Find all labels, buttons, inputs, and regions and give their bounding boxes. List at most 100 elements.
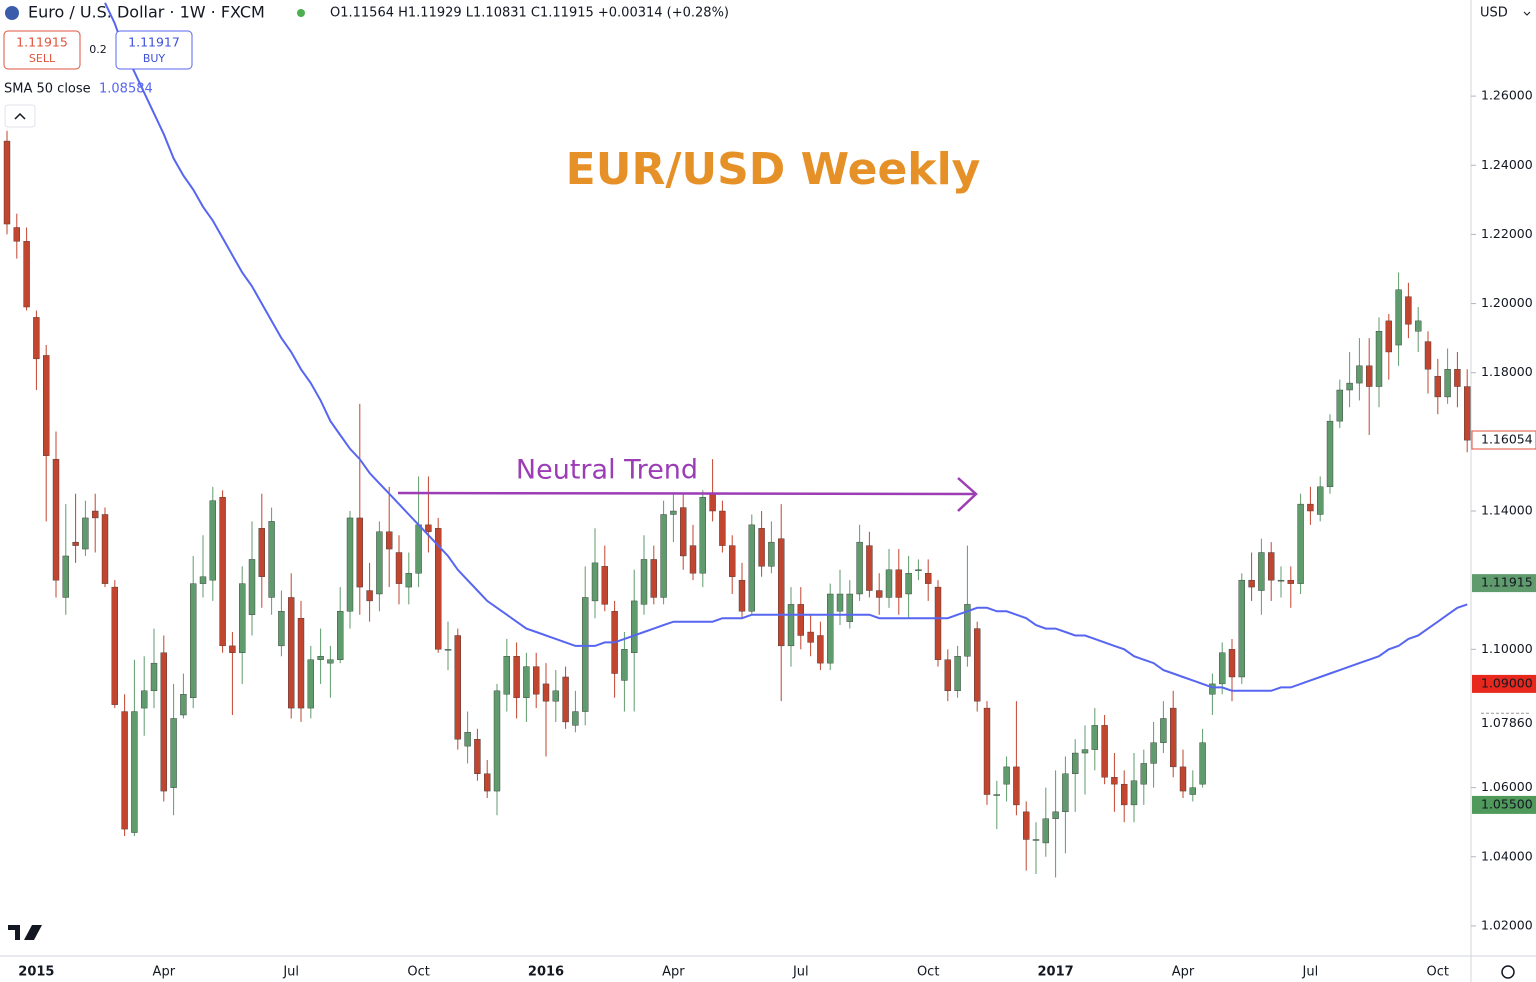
candle-body	[846, 593, 853, 622]
candle-body	[738, 579, 746, 612]
settings-icon[interactable]	[1501, 965, 1515, 979]
sell-button[interactable]	[3, 30, 81, 70]
candle-body	[219, 496, 226, 647]
x-tick-label: Oct	[407, 965, 429, 980]
candle-body	[591, 562, 599, 602]
candle-body	[366, 590, 373, 602]
candle-body	[23, 241, 30, 308]
candle-body	[484, 773, 491, 792]
buy-price: 1.11917	[128, 35, 180, 50]
candle-body	[82, 517, 89, 550]
candle-body	[1199, 742, 1206, 785]
buy-button[interactable]	[115, 30, 193, 70]
candle-body	[640, 559, 648, 605]
candle-body	[768, 541, 775, 567]
candle-body	[856, 541, 863, 595]
candle-body	[474, 739, 481, 774]
x-tick-label: 2017	[1038, 965, 1074, 980]
flag-icon	[5, 6, 19, 20]
candle-body	[1356, 365, 1363, 384]
candle-body	[925, 573, 932, 584]
candle-body	[1071, 752, 1079, 774]
candle-body	[376, 531, 383, 595]
candle-body	[1081, 749, 1089, 754]
candle-body	[1395, 289, 1402, 346]
collapse-icon	[14, 112, 26, 120]
candle-body	[346, 517, 354, 612]
candle-body	[895, 569, 902, 598]
currency-dropdown[interactable]	[1523, 11, 1531, 16]
candle-body	[680, 507, 687, 557]
x-tick-label: Jul	[282, 965, 299, 980]
candle-body	[915, 569, 922, 571]
sma-line	[104, 2, 1468, 692]
candle-body	[983, 707, 991, 795]
candle-body	[1346, 382, 1353, 391]
candle-body	[444, 649, 452, 651]
candle-body	[435, 528, 442, 650]
y-tick-label: 1.14000	[1481, 503, 1533, 518]
candle-body	[601, 566, 608, 605]
candle-body	[1258, 552, 1265, 591]
candle-body	[1150, 742, 1157, 764]
symbol: Euro / U.S. Dollar · 1W · FXCM	[28, 3, 265, 22]
candle-body	[1297, 503, 1304, 584]
candle-body	[238, 583, 246, 653]
candle-body	[1463, 386, 1471, 441]
candle-body	[1385, 320, 1393, 353]
candle-body	[1277, 579, 1285, 582]
x-tick-label: Oct	[917, 965, 939, 980]
candle-body	[337, 611, 344, 660]
candle-body	[748, 524, 755, 612]
price-label-bg	[1472, 574, 1536, 593]
candle-body	[719, 510, 726, 546]
collapse-button[interactable]	[4, 104, 36, 128]
candle-body	[288, 597, 295, 709]
candle-body	[1287, 579, 1295, 584]
candle-body	[1434, 375, 1442, 398]
candle-body	[503, 656, 510, 695]
candle-body	[1336, 389, 1344, 422]
candle-body	[1130, 780, 1138, 806]
candle-body	[1120, 783, 1128, 806]
candle-body	[836, 593, 844, 612]
candle-body	[1375, 331, 1383, 387]
candle-body	[415, 524, 422, 574]
candle-body	[268, 521, 275, 598]
candle-body	[229, 645, 236, 653]
candle-body	[1238, 579, 1246, 678]
candle-body	[317, 656, 324, 660]
candle-body	[1307, 503, 1314, 512]
logo	[8, 925, 42, 940]
candle-body	[1209, 683, 1216, 695]
currency: USD	[1480, 6, 1508, 21]
candle-body	[650, 559, 657, 598]
annotation: Neutral Trend	[516, 455, 698, 486]
candle-body	[199, 576, 207, 584]
candle-body	[160, 652, 168, 792]
candle-body	[787, 604, 795, 647]
candle-body	[1405, 296, 1412, 325]
candle-body	[1023, 811, 1030, 840]
arrow-head	[957, 477, 978, 512]
candle-body	[709, 493, 716, 512]
candle-body	[513, 656, 520, 698]
price-label-bg	[1471, 430, 1536, 450]
candle-body	[386, 531, 393, 550]
candle-body	[170, 718, 177, 788]
candle-body	[464, 732, 471, 747]
candle-body	[866, 545, 873, 591]
candle-body	[1248, 579, 1255, 588]
price-label: 1.09000	[1481, 675, 1533, 690]
candle-body	[1111, 777, 1118, 785]
candle-body	[1091, 725, 1099, 750]
chart-title: EUR/USD Weekly	[566, 144, 981, 195]
candle-body	[1052, 811, 1059, 819]
candle-body	[533, 666, 540, 695]
candle-body	[1365, 365, 1373, 387]
indicator-name: SMA 50 close	[4, 82, 91, 97]
candle-body	[91, 510, 99, 519]
candle-body	[43, 355, 50, 456]
candle-body	[660, 514, 667, 598]
candle-body	[189, 583, 197, 698]
